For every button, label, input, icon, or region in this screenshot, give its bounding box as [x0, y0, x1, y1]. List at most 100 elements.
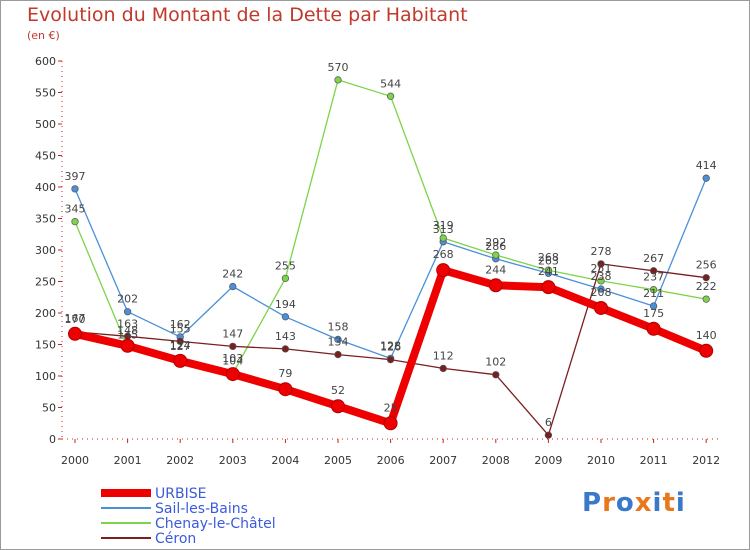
series-point-3: [176, 337, 184, 346]
data-label-1: 128: [380, 339, 401, 352]
series-point-2: [386, 92, 395, 100]
data-label-3: 134: [328, 336, 349, 349]
data-label-1: 238: [591, 270, 612, 283]
legend-label-3: Céron: [155, 531, 196, 547]
y-tick-label: 600: [35, 55, 56, 68]
data-label-3: 267: [643, 252, 664, 265]
data-label-1: 194: [275, 298, 296, 311]
data-label-3: 147: [222, 327, 243, 340]
logo-text: Proxiti: [582, 488, 686, 518]
data-label-3: 102: [485, 356, 506, 369]
series-point-0: [488, 278, 503, 293]
series-point-3: [649, 267, 658, 275]
series-point-3: [492, 371, 500, 379]
unit-label: (en €): [27, 29, 60, 42]
data-label-2: 145: [117, 329, 138, 342]
series-point-2: [597, 277, 605, 285]
data-label-2: 237: [643, 271, 664, 284]
series-point-3: [229, 342, 237, 351]
data-label-3: 256: [696, 259, 717, 272]
data-labels: 397 202 162 242 194 158 128 313 286 263 238 211 414 3…: [65, 61, 717, 429]
x-tick-label: 2011: [640, 454, 668, 467]
y-tick-label: 150: [35, 339, 56, 352]
series-point-0: [225, 367, 240, 382]
y-tick-label: 300: [35, 244, 56, 257]
series-point-0: [278, 382, 293, 397]
data-label-3: 278: [591, 245, 612, 258]
data-label-0: 268: [433, 248, 454, 261]
x-tick-label: 2005: [324, 454, 352, 467]
series-point-1: [702, 174, 710, 182]
series-point-0: [699, 343, 714, 358]
data-label-2: 268: [538, 251, 559, 264]
series-point-3: [386, 355, 395, 364]
data-label-2: 570: [328, 61, 349, 74]
data-label-3: 155: [170, 322, 191, 335]
data-label-1: 263: [538, 254, 559, 267]
series-point-1: [649, 302, 658, 310]
series-point-1: [229, 282, 237, 291]
data-label-3: 163: [117, 317, 138, 330]
y-tick-label: 0: [49, 433, 56, 446]
data-label-3: 170: [65, 313, 86, 326]
data-label-1: 242: [222, 268, 243, 281]
data-label-0: 208: [591, 286, 612, 299]
data-label-1: 158: [328, 320, 349, 333]
x-tick-label: 2007: [429, 454, 457, 467]
series-point-2: [334, 76, 342, 84]
series-point-2: [544, 266, 553, 274]
data-label-0: 241: [538, 265, 559, 278]
data-label-1: 414: [696, 159, 717, 172]
data-label-0: 52: [331, 384, 345, 397]
data-label-1: 211: [643, 287, 664, 300]
axes: 0 50 100 150 200 250 300 350 400 450 500 550 600 2000…: [35, 55, 720, 467]
series-points: [68, 76, 714, 439]
data-label-2: 292: [485, 236, 506, 249]
data-label-2: 127: [170, 340, 191, 353]
data-label-0: 124: [170, 339, 191, 352]
series-point-2: [439, 234, 447, 242]
series-point-0: [541, 280, 556, 295]
legend: URBISESail-les-BainsChenay-le-ChâtelCéro…: [101, 486, 276, 547]
data-label-2: 544: [380, 77, 401, 90]
x-tick-label: 2008: [482, 454, 510, 467]
series-point-0: [120, 338, 135, 353]
data-label-0: 167: [65, 312, 86, 325]
series-point-3: [544, 431, 553, 439]
data-label-0: 175: [643, 307, 664, 320]
x-tick-label: 2009: [534, 454, 562, 467]
data-label-3: 112: [433, 349, 454, 362]
x-tick-label: 2012: [692, 454, 720, 467]
series-point-0: [436, 263, 451, 278]
legend-label-2: Chenay-le-Châtel: [155, 516, 276, 532]
series-point-0: [68, 326, 82, 341]
data-label-2: 104: [222, 354, 243, 367]
legend-label-1: Sail-les-Bains: [155, 501, 248, 517]
y-tick-label: 350: [35, 213, 56, 226]
data-label-0: 79: [278, 367, 292, 380]
data-label-0: 244: [485, 263, 506, 276]
data-label-1: 202: [117, 293, 138, 306]
series-point-3: [281, 345, 290, 353]
series-point-2: [492, 251, 500, 259]
series-point-1: [281, 313, 290, 321]
series-point-3: [702, 274, 710, 282]
data-label-0: 25: [384, 401, 398, 414]
data-label-0: 148: [117, 324, 138, 337]
y-tick-label: 200: [35, 307, 56, 320]
series-point-2: [71, 217, 79, 226]
y-tick-label: 450: [35, 150, 56, 163]
data-label-0: 103: [222, 352, 243, 365]
series-lines: [71, 79, 711, 436]
y-tick-label: 550: [35, 87, 56, 100]
x-tick-label: 2010: [587, 454, 615, 467]
data-label-0: 140: [696, 329, 717, 342]
series-point-3: [439, 364, 447, 373]
chart-title: Evolution du Montant de la Dette par Hab…: [27, 4, 468, 26]
legend-label-0: URBISE: [155, 486, 206, 502]
series-point-2: [281, 274, 290, 283]
data-label-1: 286: [485, 240, 506, 253]
series-point-0: [594, 300, 608, 315]
series-point-0: [173, 353, 188, 368]
